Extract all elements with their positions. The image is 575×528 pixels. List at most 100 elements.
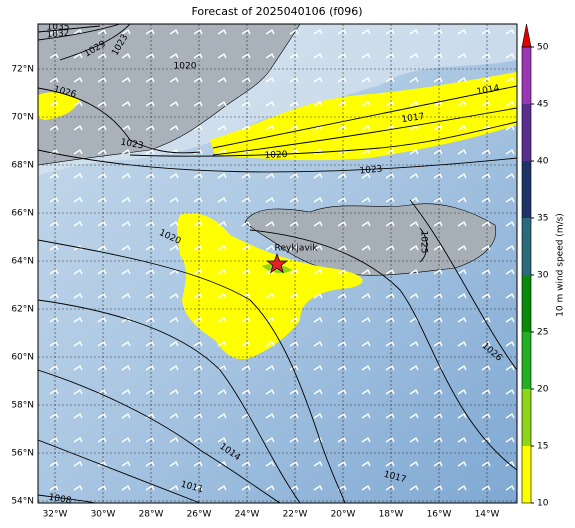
wind-barb: [409, 388, 419, 395]
wind-barb: [73, 412, 83, 419]
wind-barb: [337, 436, 347, 443]
contour-label: 1008: [48, 493, 73, 507]
wind-barb: [505, 52, 515, 59]
wind-barb: [433, 268, 443, 275]
wind-barb: [121, 28, 131, 35]
wind-barb: [241, 436, 251, 443]
wind-barb: [457, 100, 467, 107]
wind-barb: [73, 220, 83, 227]
wind-barb: [481, 460, 491, 467]
wind-barb: [433, 52, 443, 59]
wind-barb: [337, 268, 347, 275]
wind-barb: [145, 220, 155, 227]
wind-barb: [193, 364, 203, 371]
wind-barb: [361, 268, 371, 275]
wind-barb: [121, 100, 131, 107]
wind-barb: [49, 412, 59, 419]
wind-barb: [145, 196, 155, 203]
wind-barb: [385, 52, 395, 59]
wind-barb: [265, 484, 275, 491]
lon-label: 28°W: [139, 510, 164, 520]
wind-barb: [49, 52, 59, 59]
wind-barb: [433, 28, 443, 35]
wind-barb: [433, 220, 443, 227]
wind-barb: [265, 196, 275, 203]
wind-barb: [193, 388, 203, 395]
wind-barb: [337, 52, 347, 59]
wind-barb: [481, 148, 491, 155]
contour-label: 1020: [264, 150, 288, 161]
wind-barb: [121, 484, 131, 491]
wind-barb: [457, 436, 467, 443]
wind-barb: [145, 388, 155, 395]
wind-barb: [337, 388, 347, 395]
wind-barb: [193, 28, 203, 35]
wind-barb: [481, 172, 491, 179]
wind-barbs: [49, 28, 515, 491]
wind-barb: [217, 316, 227, 323]
wind-barb: [337, 220, 347, 227]
wind-barb: [49, 340, 59, 347]
wind-barb: [433, 436, 443, 443]
wind-barb: [169, 460, 179, 467]
wind-barb: [145, 100, 155, 107]
wind-barb: [217, 364, 227, 371]
lon-label: 24°W: [235, 510, 260, 520]
wind-barb: [409, 340, 419, 347]
wind-barb: [481, 220, 491, 227]
wind-barb: [145, 436, 155, 443]
wind-barb: [409, 100, 419, 107]
wind-barb: [457, 364, 467, 371]
wind-barb: [433, 340, 443, 347]
wind-barb: [289, 484, 299, 491]
wind-barb: [121, 268, 131, 275]
wind-barb: [289, 316, 299, 323]
colorbar-segment: [522, 47, 531, 104]
wind-barb: [73, 76, 83, 83]
wind-barb: [265, 292, 275, 299]
wind-barb: [193, 244, 203, 251]
wind-barb: [241, 268, 251, 275]
colorbar-segment: [522, 218, 531, 275]
wind-barb: [457, 388, 467, 395]
wind-barb: [289, 268, 299, 275]
wind-barb: [457, 28, 467, 35]
wind-barb: [73, 244, 83, 251]
wind-barb: [121, 292, 131, 299]
wind-barb: [97, 76, 107, 83]
wind-barb: [217, 268, 227, 275]
lat-label: 60°N: [11, 353, 34, 363]
wind-barb: [433, 412, 443, 419]
wind-barb: [265, 436, 275, 443]
wind-barb: [457, 220, 467, 227]
wind-barb: [505, 148, 515, 155]
wind-barb: [361, 484, 371, 491]
wind-barb: [385, 316, 395, 323]
wind-barb: [73, 100, 83, 107]
wind-barb: [433, 460, 443, 467]
wind-barb: [361, 388, 371, 395]
wind-barb: [289, 28, 299, 35]
wind-barb: [457, 148, 467, 155]
wind-barb: [385, 412, 395, 419]
wind-barb: [481, 436, 491, 443]
wind-barb: [505, 340, 515, 347]
wind-barb: [121, 388, 131, 395]
colorbar-tick-label: 25: [537, 328, 548, 338]
wind-barb: [169, 196, 179, 203]
wind-barb: [241, 484, 251, 491]
wind-barb: [169, 292, 179, 299]
wind-barb: [241, 340, 251, 347]
wind-barb: [361, 436, 371, 443]
wind-barb: [289, 148, 299, 155]
colorbar-tick-label: 40: [537, 157, 549, 167]
contour-label: 1032: [46, 29, 70, 41]
wind-barb: [409, 484, 419, 491]
lat-label: 62°N: [11, 305, 34, 315]
wind-barb: [505, 100, 515, 107]
wind-barb: [385, 484, 395, 491]
wind-barb: [505, 460, 515, 467]
wind-barb: [121, 412, 131, 419]
wind-barb: [289, 364, 299, 371]
wind-barb: [361, 316, 371, 323]
